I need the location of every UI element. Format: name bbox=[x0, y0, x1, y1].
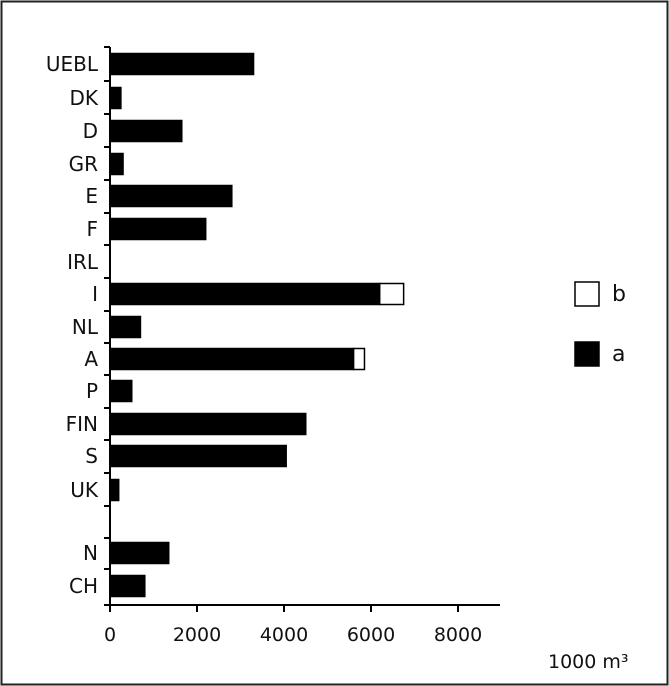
category-label-uk: UK bbox=[70, 478, 99, 502]
category-label-gr: GR bbox=[69, 152, 98, 176]
bars-layer bbox=[109, 52, 405, 598]
bar-fin-series-a bbox=[109, 412, 307, 436]
bar-dk-series-a bbox=[109, 86, 122, 110]
category-label-uebl: UEBL bbox=[46, 52, 99, 76]
bar-n-series-a bbox=[109, 541, 170, 565]
x-tick-label-2000: 2000 bbox=[173, 624, 221, 646]
category-label-p: P bbox=[86, 379, 98, 403]
bar-e-series-a bbox=[109, 184, 233, 208]
category-label-e: E bbox=[85, 184, 98, 208]
category-label-fin: FIN bbox=[66, 412, 98, 436]
x-tick-label-4000: 4000 bbox=[260, 624, 308, 646]
bar-ch-series-a bbox=[109, 574, 146, 598]
legend-label-b: b bbox=[612, 282, 626, 307]
bar-uk-series-a bbox=[109, 478, 120, 502]
x-tick-label-0: 0 bbox=[104, 624, 116, 646]
bar-a-series-b bbox=[352, 347, 366, 371]
category-label-n: N bbox=[83, 541, 98, 565]
category-label-ch: CH bbox=[69, 574, 98, 598]
bar-a-series-a bbox=[109, 347, 355, 371]
category-label-nl: NL bbox=[72, 315, 99, 339]
labels-layer: UEBL DK D GR EF IRL I NL AP FIN S UK N CH 0 2000 4000 600… bbox=[46, 52, 482, 646]
bar-p-series-a bbox=[109, 379, 133, 403]
bar-s-series-a bbox=[109, 444, 287, 468]
category-label-i: I bbox=[92, 282, 98, 306]
category-label-d: D bbox=[83, 119, 98, 143]
category-label-a: A bbox=[84, 347, 98, 371]
x-axis-unit-label: 1000 m³ bbox=[548, 651, 629, 673]
legend-swatch-a bbox=[574, 341, 600, 367]
category-label-irl: IRL bbox=[67, 250, 99, 274]
x-tick-label-6000: 6000 bbox=[347, 624, 395, 646]
bar-gr-series-a bbox=[109, 152, 124, 176]
bar-i-series-a bbox=[109, 282, 381, 306]
category-label-s: S bbox=[85, 444, 98, 468]
legend: ba bbox=[574, 281, 626, 367]
axis-layer bbox=[104, 46, 500, 612]
legend-swatch-b bbox=[574, 281, 600, 307]
bar-d-series-a bbox=[109, 119, 183, 143]
bar-nl-series-a bbox=[109, 315, 142, 339]
category-label-dk: DK bbox=[69, 86, 98, 110]
category-label-f: F bbox=[86, 217, 98, 241]
x-tick-label-8000: 8000 bbox=[434, 624, 482, 646]
bar-f-series-a bbox=[109, 217, 207, 241]
bar-i-series-b bbox=[378, 282, 405, 306]
bar-uebl-series-a bbox=[109, 52, 255, 76]
legend-label-a: a bbox=[612, 342, 625, 367]
